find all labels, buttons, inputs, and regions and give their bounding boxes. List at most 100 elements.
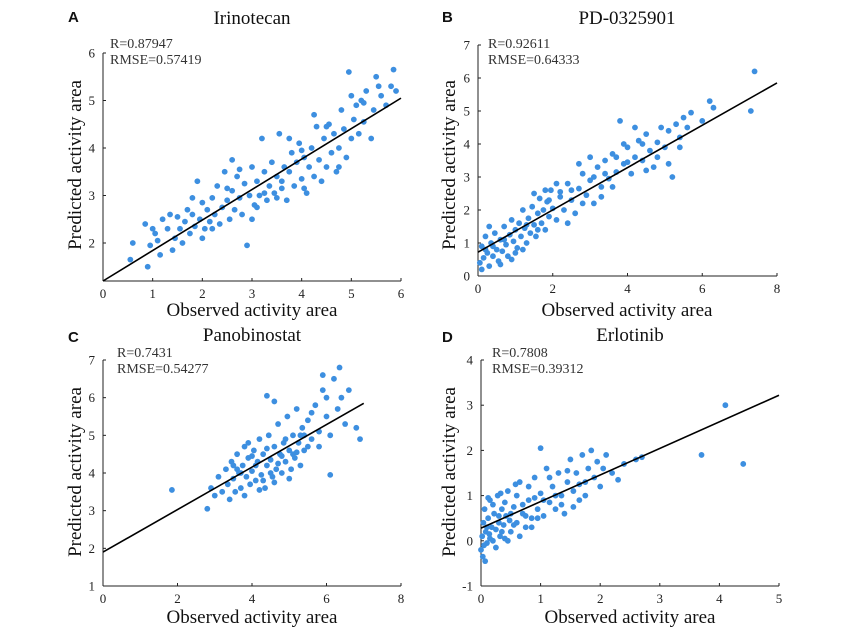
data-point [557,188,564,195]
data-point [585,465,592,472]
data-point [654,154,661,161]
panel-a-stat-r: R=0.87947 [110,37,173,52]
data-point [676,144,683,151]
regression-line [102,402,365,553]
data-point [211,492,218,499]
data-point [503,241,509,248]
data-point [224,197,231,204]
data-point [624,144,631,151]
panel-b-stat-rmse: RMSE=0.64333 [488,53,580,68]
data-point [237,485,244,491]
data-point [504,537,511,544]
x-tick-label: 0 [475,281,482,296]
data-point [603,452,610,458]
data-point [531,190,537,197]
data-point [594,164,601,171]
data-point [271,479,278,486]
data-point [487,535,493,542]
data-point [283,197,290,204]
data-point [278,178,285,185]
y-tick-label: -1 [462,579,473,594]
data-point [234,466,241,473]
data-point [510,238,517,245]
data-point [264,197,270,204]
data-point [278,470,285,476]
panel-b-stat-r: R=0.92611 [488,37,550,52]
data-point [273,466,280,473]
data-point [301,185,308,192]
data-point [189,211,196,218]
data-point [576,497,583,504]
data-point [613,154,620,161]
data-point [482,558,489,565]
data-point [561,510,568,517]
data-point [273,194,280,201]
data-point [301,447,308,454]
data-point [204,505,211,512]
data-point [493,246,500,253]
data-point [478,266,485,273]
data-point [298,175,305,182]
data-point [546,499,553,506]
panel-d-plot-area: 0 1 2 3 4 5 -1 0 1 2 3 4 [462,353,782,607]
x-tick-label: 0 [100,286,107,301]
data-point [534,210,541,217]
data-point [393,88,399,94]
data-point [378,92,385,99]
data-point [338,394,345,401]
data-point [480,254,487,261]
data-point [249,453,255,459]
data-point [271,443,278,450]
data-point [518,233,524,240]
panel-c-stat-rmse: RMSE=0.54277 [117,362,209,377]
data-point [249,216,255,223]
data-point [598,184,605,190]
data-point [152,230,159,237]
x-tick-label: 4 [624,281,631,296]
data-point [598,193,605,200]
data-point [486,263,493,269]
data-point [658,124,665,131]
data-point [519,501,526,508]
data-point [219,488,226,495]
x-tick-label: 3 [657,591,664,606]
data-point [343,154,350,161]
data-point [579,200,586,207]
data-point [650,164,657,171]
data-point [512,250,519,256]
x-tick-label: 3 [249,286,256,301]
data-point [296,140,303,147]
data-point [262,485,268,491]
panel-d: D Erlotinib R=0.7808 RMSE=0.39312 Observ… [439,325,782,628]
data-point [540,513,547,519]
data-point [226,216,233,223]
x-tick-label: 2 [550,281,557,296]
data-point [290,432,296,439]
data-point [533,233,539,240]
data-point [669,174,676,180]
y-tick-label: 4 [89,141,96,156]
data-point [327,471,334,478]
data-point [342,421,349,427]
data-point [506,517,513,524]
data-point [609,184,616,190]
panel-d-stat-rmse: RMSE=0.39312 [492,362,584,377]
data-point [512,481,519,488]
y-tick-label: 7 [89,353,96,368]
data-point [144,263,151,270]
data-point [491,510,498,517]
data-point [282,436,289,442]
panel-b-title: PD-0325901 [578,8,675,29]
data-point [615,476,621,483]
data-point [516,220,523,227]
panel-c-xlabel: Observed activity area [167,607,338,628]
data-point [522,513,529,519]
data-point [230,462,237,469]
data-point [234,173,241,180]
data-point [159,216,166,223]
data-point [564,479,571,485]
panel-d-ylabel: Predicted activity area [439,387,460,557]
data-point [221,168,228,175]
data-point [169,487,175,493]
y-tick-label: 1 [467,488,474,503]
